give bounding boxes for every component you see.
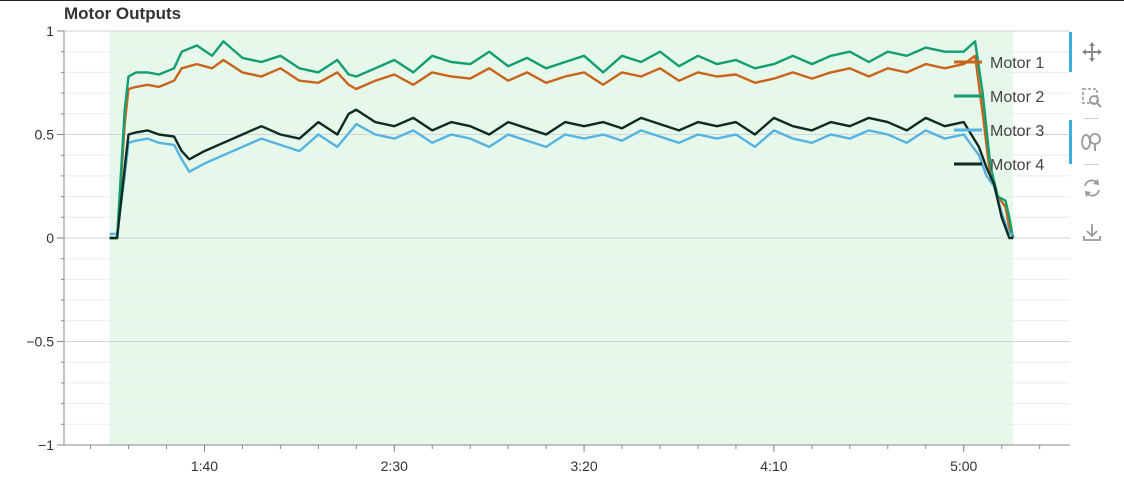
- toolbar: [1066, 30, 1116, 250]
- pan-icon[interactable]: [1080, 40, 1104, 64]
- y-tick-label: −0.5: [26, 334, 54, 350]
- toolbar-separator: [1084, 118, 1098, 119]
- legend-label: Motor 2: [990, 89, 1044, 106]
- x-tick-label: 3:20: [570, 458, 597, 474]
- grid: [64, 30, 1070, 446]
- series-line-motor-3: [109, 122, 1014, 236]
- x-tick-label: 2:30: [381, 458, 408, 474]
- save-icon[interactable]: [1080, 220, 1104, 244]
- x-tick-label: 4:10: [760, 458, 787, 474]
- pan-active-indicator: [1069, 32, 1072, 72]
- wheel-zoom-active-indicator: [1069, 120, 1072, 164]
- top-rule: [0, 0, 1124, 1]
- series-line-motor-2: [109, 40, 1015, 240]
- legend-label: Motor 4: [990, 157, 1044, 174]
- axes: 1 0.5 0 −0.5 −1 1:40 2:30 3:20 4:10 5:00: [26, 23, 1070, 474]
- legend-label: Motor 1: [990, 55, 1044, 72]
- reset-icon[interactable]: [1080, 176, 1104, 200]
- series-line-motor-4: [109, 108, 1014, 240]
- series-line-motor-1: [109, 54, 1015, 240]
- box-zoom-icon[interactable]: [1080, 86, 1104, 110]
- legend-label: Motor 3: [990, 123, 1044, 140]
- chart-title: Motor Outputs: [64, 4, 182, 23]
- y-tick-label: 1: [46, 23, 54, 39]
- toolbar-separator: [1084, 164, 1098, 165]
- series-lines: [109, 40, 1015, 240]
- y-tick-label: 0.5: [35, 127, 55, 143]
- x-tick-label: 5:00: [950, 458, 977, 474]
- y-tick-label: −1: [38, 437, 54, 453]
- y-tick-label: 0: [46, 230, 54, 246]
- x-tick-label: 1:40: [191, 458, 218, 474]
- legend[interactable]: Motor 1 Motor 2 Motor 3 Motor 4: [954, 55, 1044, 174]
- wheel-zoom-icon[interactable]: [1080, 130, 1104, 154]
